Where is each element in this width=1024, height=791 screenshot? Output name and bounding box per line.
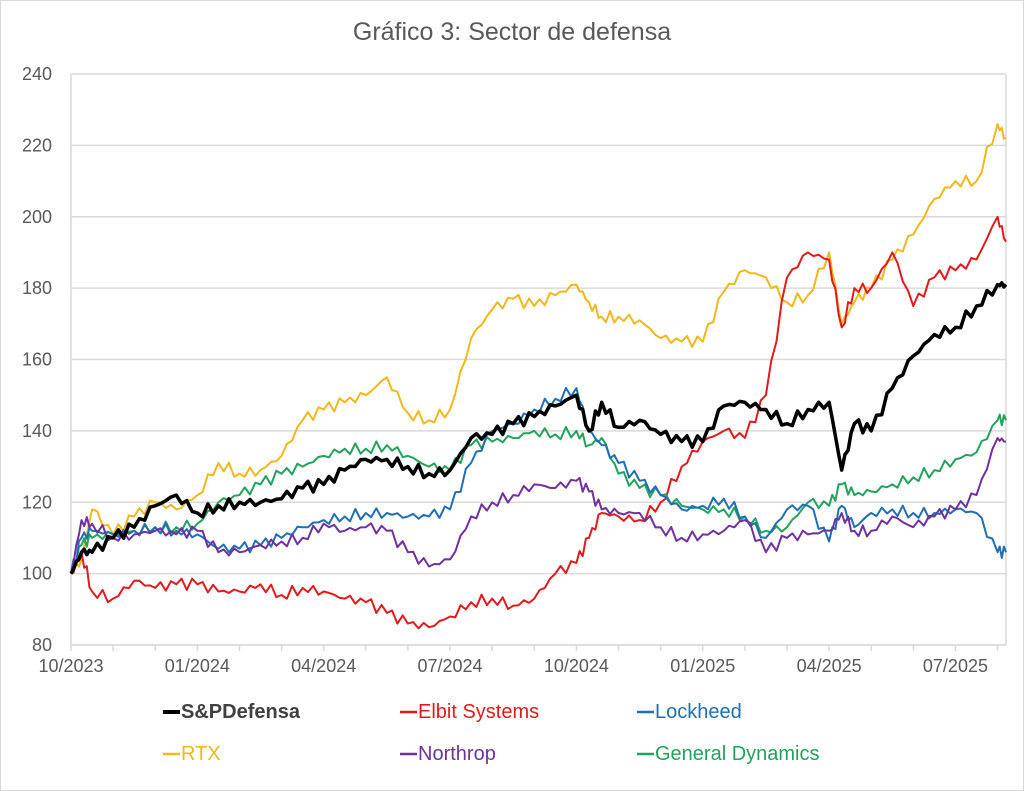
series-line-northrop: [70, 437, 1007, 574]
x-tick-label: 04/2025: [797, 656, 862, 676]
legend-label-lockheed: Lockheed: [655, 701, 742, 723]
x-tick-label: 10/2024: [544, 656, 609, 676]
series-lines: [69, 123, 1008, 630]
chart-title: Gráfico 3: Sector de defensa: [353, 18, 671, 46]
x-tick-label: 01/2025: [670, 656, 735, 676]
y-tick-label: 140: [22, 421, 52, 441]
series-line-lockheed: [70, 387, 1007, 574]
y-tick-label: 120: [22, 492, 52, 512]
x-tick-label: 07/2024: [418, 656, 483, 676]
legend: S&PDefensa Elbit Systems Lockheed RTX Northr…: [163, 701, 820, 765]
y-tick-label: 240: [22, 64, 52, 84]
y-tick-label: 80: [32, 635, 52, 655]
x-tick-label: 01/2024: [165, 656, 230, 676]
x-tick-label: 07/2025: [923, 656, 988, 676]
series-line-rtx: [70, 123, 1007, 575]
series-line-s-pdefensa: [69, 281, 1008, 575]
x-tick-label: 04/2024: [291, 656, 356, 676]
x-tick-label: 10/2023: [38, 656, 103, 676]
legend-label-s-pdefensa: S&PDefensa: [181, 701, 301, 723]
y-tick-label: 200: [22, 207, 52, 227]
legend-label-rtx: RTX: [181, 743, 221, 765]
y-tick-label: 100: [22, 564, 52, 584]
series-line-elbit-systems: [70, 215, 1007, 630]
legend-label-northrop: Northrop: [418, 743, 496, 765]
y-axis-ticks: 80 100 120 140 160 180 200 220 240: [22, 64, 52, 655]
x-axis: 10/2023 01/2024 04/2024 07/2024 10/2024 01/20…: [38, 644, 1006, 676]
legend-label-elbit-systems: Elbit Systems: [418, 701, 539, 723]
y-tick-label: 180: [22, 278, 52, 298]
gridlines: [70, 73, 1007, 646]
y-tick-label: 160: [22, 350, 52, 370]
series-line-general-dynamics: [70, 413, 1007, 574]
y-tick-label: 220: [22, 135, 52, 155]
legend-label-general-dynamics: General Dynamics: [655, 743, 820, 765]
